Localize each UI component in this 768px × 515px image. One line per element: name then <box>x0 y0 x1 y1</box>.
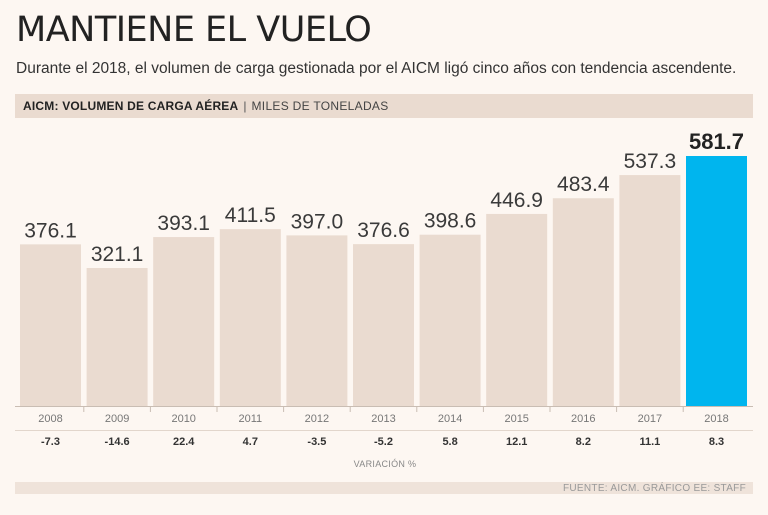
x-tick-label: 2009 <box>105 413 129 425</box>
value-label: 321.1 <box>91 243 144 266</box>
variation-label: VARIACIÓN % <box>354 459 417 469</box>
x-tick-label: 2008 <box>38 413 62 425</box>
bar-2015 <box>486 213 548 406</box>
variation-value: -5.2 <box>374 436 393 448</box>
value-label: 483.4 <box>557 173 610 196</box>
value-label: 446.9 <box>490 189 543 212</box>
value-label: 393.1 <box>157 212 210 235</box>
variation-value: 22.4 <box>173 436 195 448</box>
chart-header-separator: | <box>243 99 247 113</box>
x-tick-label: 2012 <box>305 413 329 425</box>
bar-2012 <box>286 235 348 406</box>
variation-value: -3.5 <box>307 436 326 448</box>
bar-2018 <box>686 156 747 406</box>
bar-2008 <box>20 244 81 406</box>
bar-2010 <box>153 237 215 406</box>
chart-title: MANTIENE EL VUELO <box>16 10 372 50</box>
x-tick-label: 2014 <box>438 413 462 425</box>
chart-subtitle: Durante el 2018, el volumen de carga ges… <box>16 60 737 77</box>
value-label: 537.3 <box>624 150 677 173</box>
value-label: 411.5 <box>225 204 276 227</box>
variation-value: 8.3 <box>709 436 724 448</box>
value-label: 398.6 <box>424 210 477 233</box>
chart-header-title: AICM: VOLUMEN DE CARGA AÉREA <box>23 99 239 113</box>
variation-value: 12.1 <box>506 436 527 448</box>
bar-2011 <box>219 229 281 406</box>
source-note: FUENTE: AICM. GRÁFICO EE: STAFF <box>562 483 746 494</box>
variation-value: 5.8 <box>442 436 457 448</box>
value-label: 397.0 <box>291 210 344 233</box>
variation-value: 11.1 <box>639 436 660 448</box>
bar-2009 <box>86 267 148 406</box>
value-label: 376.6 <box>357 219 410 242</box>
x-tick-label: 2011 <box>238 413 262 425</box>
x-tick-label: 2016 <box>571 413 595 425</box>
bar-2014 <box>419 234 481 406</box>
footer-band <box>15 482 753 494</box>
value-label: 581.7 <box>689 129 744 154</box>
variation-value: 8.2 <box>576 436 591 448</box>
variation-value: -7.3 <box>41 436 60 448</box>
chart-header-unit: MILES DE TONELADAS <box>251 99 389 113</box>
bar-2017 <box>619 175 681 406</box>
value-label: 376.1 <box>24 219 77 242</box>
x-tick-label: 2018 <box>704 413 728 425</box>
variation-value: 4.7 <box>243 436 258 448</box>
x-tick-label: 2013 <box>371 413 395 425</box>
x-tick-label: 2017 <box>638 413 662 425</box>
variation-value: -14.6 <box>105 436 130 448</box>
chart-header: AICM: VOLUMEN DE CARGA AÉREA | MILES DE … <box>15 94 753 118</box>
x-tick-label: 2010 <box>171 413 195 425</box>
bar-2016 <box>552 198 614 406</box>
x-tick-label: 2015 <box>504 413 528 425</box>
bar-2013 <box>353 244 414 406</box>
